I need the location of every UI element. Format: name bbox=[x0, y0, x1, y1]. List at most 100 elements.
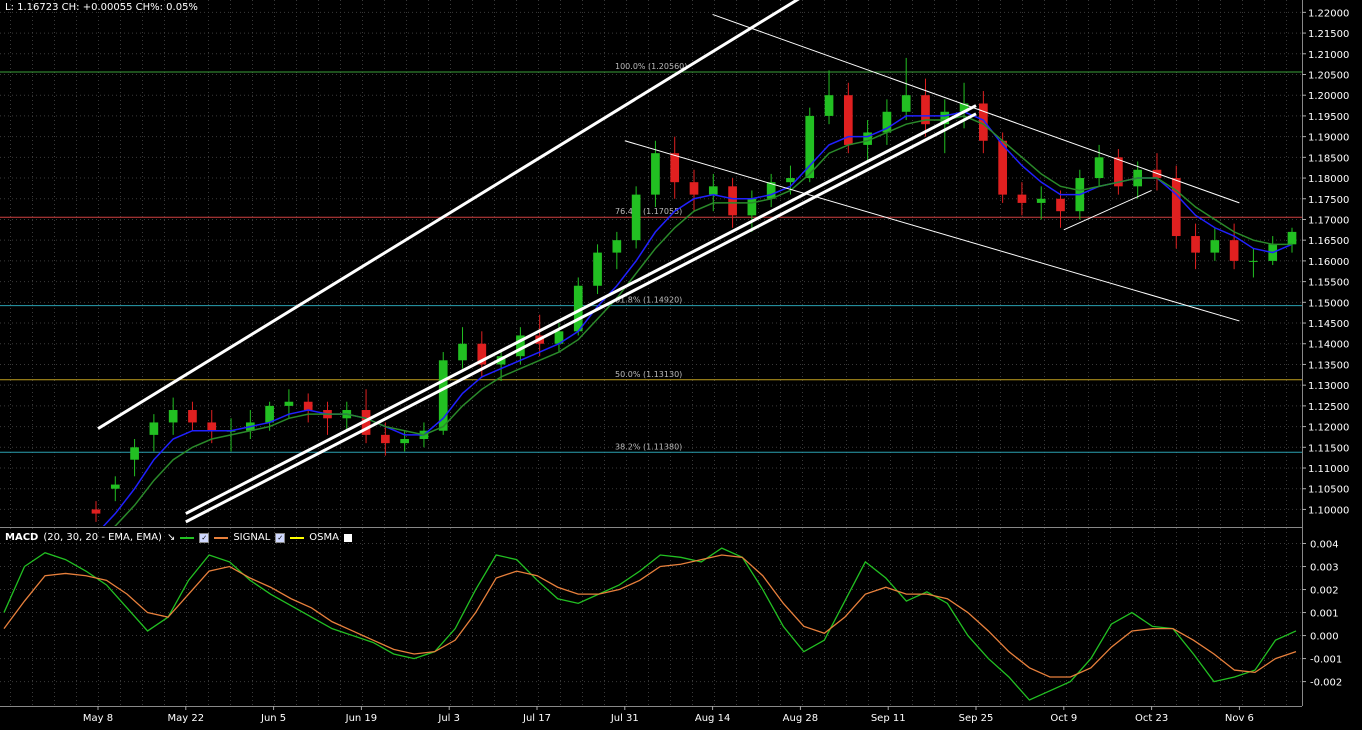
vertical-grid bbox=[10, 0, 1287, 706]
price-tick-label: 1.11500 bbox=[1308, 443, 1349, 454]
moving-average-line bbox=[102, 110, 1293, 526]
macd-lines bbox=[3, 547, 1297, 701]
macd-visible-checkbox[interactable]: ✓ bbox=[199, 532, 210, 543]
candle-body bbox=[998, 140, 1007, 195]
price-tick-label: 1.15000 bbox=[1308, 298, 1349, 309]
time-tick-label: Nov 6 bbox=[1225, 713, 1254, 724]
candle-body bbox=[805, 115, 815, 179]
candle-body bbox=[747, 198, 757, 216]
price-tick-label: 1.20000 bbox=[1308, 91, 1349, 102]
pin-icon[interactable]: ↘ bbox=[166, 532, 176, 543]
price-tick-label: 1.15500 bbox=[1308, 278, 1349, 289]
candle-body bbox=[843, 95, 853, 145]
candle-body bbox=[786, 178, 795, 183]
macd-indicator-name[interactable]: MACD bbox=[5, 532, 39, 543]
price-tick-label: 1.18500 bbox=[1308, 153, 1349, 164]
price-tick-label: 1.19000 bbox=[1308, 133, 1349, 144]
price-tick-label: 1.10000 bbox=[1308, 505, 1349, 516]
time-axis[interactable]: May 8 May 22 Jun 5 Jun 19 Jul 3 Jul 17 Jul 31 A… bbox=[83, 706, 1254, 724]
macd-tick-label: 0.000 bbox=[1310, 632, 1339, 643]
signal-color-swatch bbox=[214, 536, 229, 539]
candle-body bbox=[1056, 198, 1065, 212]
fib-level-label: 76.4% (1.17055) bbox=[615, 207, 682, 216]
macd-legend: MACD (20, 30, 20 - EMA, EMA) ↘ ✓ SIGNAL … bbox=[5, 532, 352, 543]
candle-body bbox=[438, 360, 448, 431]
price-tick-label: 1.18000 bbox=[1308, 174, 1349, 185]
trendline[interactable] bbox=[624, 140, 1240, 322]
time-tick-label: Jul 31 bbox=[610, 713, 639, 724]
trendline[interactable] bbox=[97, 0, 800, 430]
macd-axis[interactable]: 0.004 0.003 0.002 0.001 0.000 -0.001 -0.002 bbox=[1302, 540, 1342, 689]
horizontal-grid bbox=[0, 11, 1302, 683]
moving-average-line bbox=[114, 115, 1292, 526]
candle-body bbox=[1094, 157, 1104, 179]
fib-level-label: 38.2% (1.11380) bbox=[615, 442, 682, 451]
candle-body bbox=[477, 343, 487, 365]
fib-level-label: 100.0% (1.20560) bbox=[615, 62, 687, 71]
trendlines[interactable] bbox=[97, 0, 1240, 524]
candle-body bbox=[130, 447, 139, 460]
candle-body bbox=[921, 95, 930, 125]
candle-body bbox=[1287, 231, 1297, 245]
price-tick-label: 1.19500 bbox=[1308, 112, 1349, 123]
candle-body bbox=[901, 95, 911, 112]
trendline[interactable] bbox=[185, 112, 977, 524]
macd-series-line bbox=[3, 547, 1297, 701]
candle-body bbox=[882, 111, 892, 133]
trendline[interactable] bbox=[1063, 190, 1152, 231]
signal-visible-checkbox[interactable]: ✓ bbox=[275, 532, 286, 543]
candle-body bbox=[1114, 157, 1123, 187]
time-tick-label: Aug 14 bbox=[695, 713, 730, 724]
macd-series-line bbox=[3, 554, 1297, 678]
price-tick-label: 1.17500 bbox=[1308, 195, 1349, 206]
time-tick-label: Aug 28 bbox=[783, 713, 818, 724]
price-tick-label: 1.16000 bbox=[1308, 257, 1349, 268]
candle-body bbox=[863, 132, 872, 145]
candle-body bbox=[612, 240, 622, 253]
price-tick-label: 1.14500 bbox=[1308, 319, 1349, 330]
price-tick-label: 1.21500 bbox=[1308, 29, 1349, 40]
candle-body bbox=[689, 182, 699, 195]
price-tick-label: 1.16500 bbox=[1308, 236, 1349, 247]
price-info-header: L: 1.16723 CH: +0.00055 CH%: 0.05% bbox=[5, 2, 198, 13]
time-tick-label: Oct 9 bbox=[1050, 713, 1077, 724]
time-tick-label: Jul 3 bbox=[437, 713, 460, 724]
price-tick-label: 1.21000 bbox=[1308, 50, 1349, 61]
candle-body bbox=[651, 153, 660, 195]
fib-level-label: 61.8% (1.14920) bbox=[615, 296, 682, 305]
time-tick-label: May 22 bbox=[168, 713, 205, 724]
candle-body bbox=[265, 405, 274, 423]
candle-body bbox=[824, 95, 834, 116]
macd-tick-label: 0.001 bbox=[1310, 609, 1339, 620]
candle-body bbox=[400, 439, 409, 444]
price-tick-label: 1.22000 bbox=[1308, 8, 1349, 19]
candle-body bbox=[959, 103, 969, 112]
macd-color-swatch bbox=[180, 536, 195, 539]
candle-body bbox=[458, 343, 467, 361]
candle-body bbox=[1017, 194, 1027, 203]
candle-body bbox=[1229, 240, 1239, 261]
candle-body bbox=[593, 252, 602, 286]
candle-body bbox=[554, 331, 564, 344]
candle-body bbox=[708, 186, 718, 195]
osma-visible-checkbox[interactable] bbox=[343, 533, 352, 542]
candle-body bbox=[1171, 178, 1181, 237]
trendline[interactable] bbox=[185, 104, 977, 515]
candle-body bbox=[1210, 240, 1220, 253]
price-tick-label: 1.10500 bbox=[1308, 485, 1349, 496]
macd-params: (20, 30, 20 - EMA, EMA) bbox=[43, 532, 162, 543]
macd-tick-label: 0.004 bbox=[1310, 540, 1339, 551]
candle-body bbox=[670, 153, 680, 183]
macd-tick-label: -0.001 bbox=[1310, 655, 1342, 666]
price-tick-label: 1.14000 bbox=[1308, 340, 1349, 351]
fib-level-label: 50.0% (1.13130) bbox=[615, 370, 682, 379]
candle-body bbox=[1191, 236, 1200, 253]
candle-body bbox=[188, 410, 197, 423]
candle-body bbox=[573, 285, 583, 332]
price-tick-label: 1.13000 bbox=[1308, 381, 1349, 392]
macd-tick-label: 0.002 bbox=[1310, 586, 1339, 597]
price-axis[interactable]: 1.22000 1.21500 1.21000 1.20500 1.20000 1.195… bbox=[1302, 8, 1349, 516]
trendline[interactable] bbox=[712, 13, 1240, 204]
candle-body bbox=[361, 410, 371, 435]
